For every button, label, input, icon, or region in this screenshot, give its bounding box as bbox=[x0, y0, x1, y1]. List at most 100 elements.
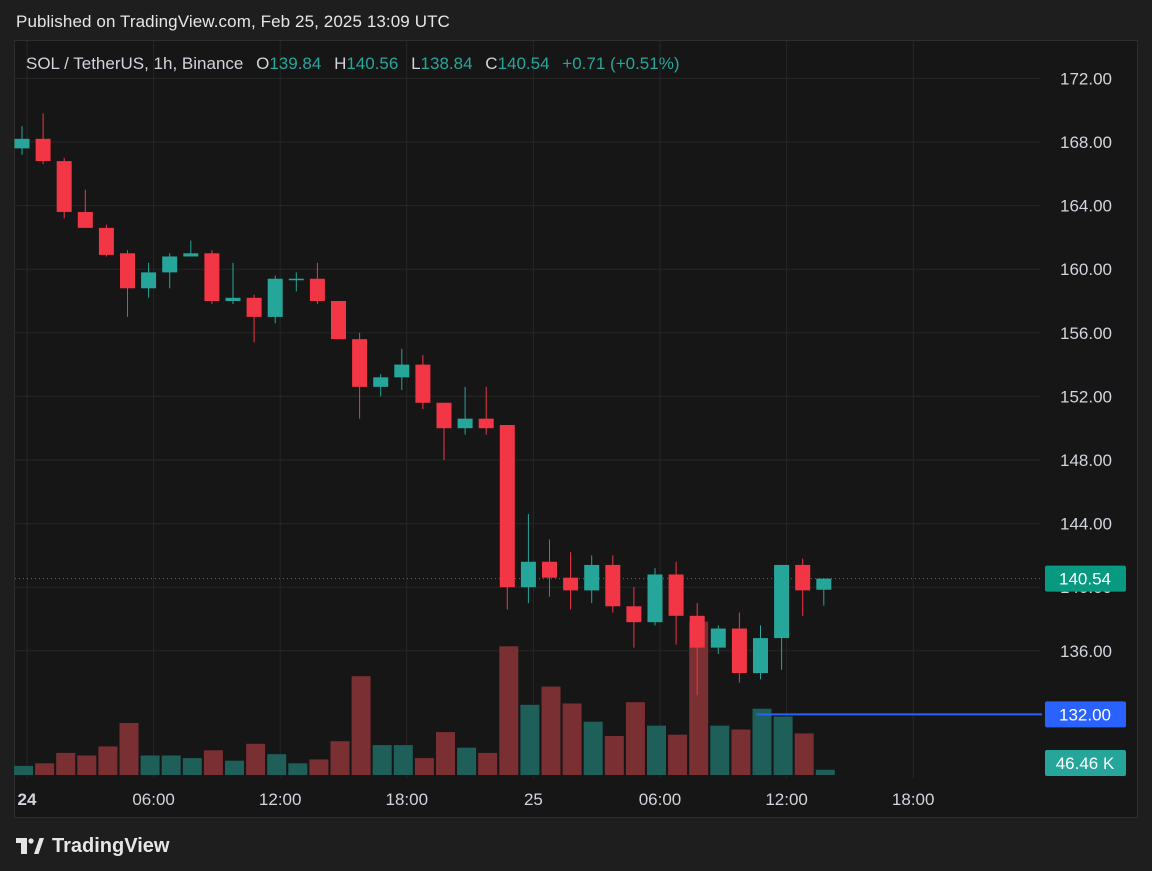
x-tick-label: 12:00 bbox=[765, 790, 808, 809]
candle-body bbox=[120, 253, 135, 289]
tradingview-logo-icon bbox=[16, 838, 44, 854]
y-tick-label: 136.00 bbox=[1060, 642, 1112, 661]
y-tick-label: 148.00 bbox=[1060, 451, 1112, 470]
volume-bar bbox=[393, 745, 413, 775]
volume-bar bbox=[77, 755, 97, 775]
volume-bar bbox=[14, 765, 33, 775]
candle-body bbox=[225, 297, 241, 301]
legend-low-label: L bbox=[411, 54, 421, 73]
candle-body bbox=[499, 425, 515, 588]
volume-bar bbox=[541, 686, 561, 775]
published-header: Published on TradingView.com, Feb 25, 20… bbox=[16, 12, 450, 31]
last-price-badge: 140.54 bbox=[1059, 570, 1111, 589]
horizontal-line-badge: 132.00 bbox=[1059, 705, 1111, 724]
candle-body bbox=[731, 628, 747, 674]
candle-body bbox=[584, 564, 600, 591]
candle-body bbox=[162, 256, 178, 273]
legend-close-value: 140.54 bbox=[497, 54, 550, 73]
candle-body bbox=[14, 138, 30, 149]
candle-body bbox=[394, 364, 410, 378]
candle-body bbox=[542, 561, 557, 578]
candle-body bbox=[183, 253, 199, 257]
candle-body bbox=[753, 638, 768, 674]
candle-body bbox=[373, 377, 389, 387]
candle-body bbox=[457, 418, 473, 429]
volume-bar bbox=[457, 747, 477, 775]
volume-bar bbox=[35, 763, 55, 775]
x-tick-label: 06:00 bbox=[639, 790, 682, 809]
candle-body bbox=[478, 418, 494, 429]
volume-bar bbox=[225, 760, 244, 775]
volume-bar bbox=[203, 750, 223, 775]
horizontal-line-badge-bg bbox=[1045, 701, 1126, 728]
volume-bar bbox=[246, 743, 266, 775]
volume-bar bbox=[436, 732, 455, 775]
candle-body bbox=[605, 564, 621, 607]
candle-body bbox=[267, 278, 283, 317]
tradingview-logo[interactable]: TradingView bbox=[16, 834, 169, 858]
candle-body bbox=[436, 402, 452, 429]
candle-body bbox=[246, 297, 262, 317]
x-tick-label: 06:00 bbox=[132, 790, 175, 809]
legend-open-value: 139.84 bbox=[269, 54, 322, 73]
volume-bar bbox=[161, 755, 181, 775]
volume-bar bbox=[372, 745, 392, 775]
candle-body bbox=[415, 364, 431, 403]
legend-change: +0.71 (+0.51%) bbox=[562, 54, 680, 73]
tradingview-brand: TradingView bbox=[52, 834, 170, 857]
candle-body bbox=[331, 301, 346, 340]
volume-bar bbox=[288, 763, 308, 775]
volume-bar bbox=[794, 733, 814, 775]
volume-bar bbox=[267, 754, 287, 775]
volume-bar bbox=[119, 723, 139, 775]
x-tick-label: 18:00 bbox=[386, 790, 429, 809]
volume-bar bbox=[140, 755, 160, 775]
y-tick-label: 160.00 bbox=[1060, 260, 1112, 279]
candle-body bbox=[647, 574, 663, 623]
candle-body bbox=[309, 278, 325, 301]
legend-symbol[interactable]: SOL / TetherUS, 1h, Binance bbox=[26, 54, 244, 73]
candle-body bbox=[710, 628, 726, 648]
volume-bar bbox=[98, 746, 118, 775]
volume-bar bbox=[815, 769, 835, 775]
legend-high-label: H bbox=[334, 54, 347, 73]
x-tick-label: 25 bbox=[524, 790, 543, 809]
candle-body bbox=[668, 574, 684, 616]
volume-bar bbox=[583, 721, 603, 775]
candle-body bbox=[626, 606, 642, 623]
volume-bar bbox=[478, 752, 498, 775]
volume-badge-bg bbox=[1045, 750, 1126, 776]
volume-bar bbox=[182, 758, 202, 775]
volume-bar bbox=[414, 758, 434, 775]
chart-frame bbox=[14, 40, 1138, 818]
legend-open-label: O bbox=[256, 54, 270, 73]
volume-bar bbox=[689, 621, 709, 775]
y-tick-label: 168.00 bbox=[1060, 133, 1112, 152]
candle-body bbox=[204, 253, 220, 301]
volume-bar bbox=[668, 734, 688, 775]
candle-body bbox=[689, 615, 705, 648]
candle-body bbox=[520, 561, 536, 588]
candle-body bbox=[816, 578, 832, 590]
last-price-badge-bg bbox=[1045, 565, 1126, 592]
volume-bar bbox=[773, 716, 793, 775]
y-tick-label: 172.00 bbox=[1060, 69, 1112, 88]
volume-bar bbox=[351, 676, 371, 775]
chart-legend: SOL / TetherUS, 1h, Binance O139.84 H 140… bbox=[26, 54, 680, 74]
candle-body bbox=[352, 339, 368, 387]
y-tick-label: 144.00 bbox=[1060, 515, 1112, 534]
volume-bar bbox=[710, 725, 730, 775]
volume-bar bbox=[625, 702, 645, 775]
volume-bar bbox=[56, 752, 76, 775]
volume-bar bbox=[499, 646, 519, 775]
volume-bar bbox=[647, 725, 666, 775]
x-tick-label: 12:00 bbox=[259, 790, 302, 809]
candle-body bbox=[77, 211, 93, 228]
volume-badge: 46.46 K bbox=[1056, 754, 1115, 773]
legend-close-label: C bbox=[485, 54, 498, 73]
candle-body bbox=[98, 227, 114, 255]
candle-body bbox=[141, 272, 157, 289]
volume-bar bbox=[604, 736, 624, 775]
candle-body bbox=[288, 278, 304, 281]
